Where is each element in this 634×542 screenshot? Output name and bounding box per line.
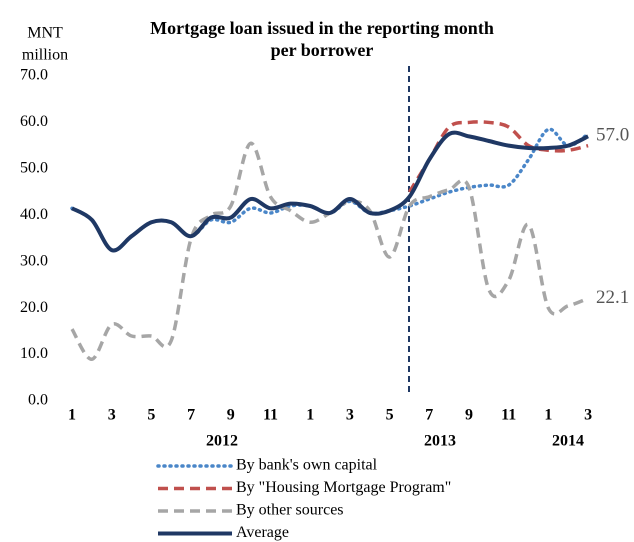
- y-tick-label: 0.0: [28, 392, 48, 409]
- x-tick-label: 3: [346, 407, 354, 424]
- x-tick-label: 11: [501, 407, 516, 424]
- x-tick-label: 9: [465, 407, 473, 424]
- x-tick-label: 7: [425, 407, 433, 424]
- year-label: 2014: [552, 433, 584, 450]
- y-tick-label: 50.0: [20, 160, 48, 177]
- year-label: 2013: [424, 433, 456, 450]
- y-tick-label: 70.0: [20, 67, 48, 84]
- line-series: [70, 141, 589, 361]
- x-tick-label: 7: [187, 407, 195, 424]
- y-axis-label: million: [22, 47, 68, 64]
- y-tick-label: 10.0: [20, 345, 48, 362]
- y-tick-label: 60.0: [20, 113, 48, 130]
- year-label: 2012: [206, 433, 238, 450]
- x-tick-label: 1: [306, 407, 314, 424]
- x-tick-label: 3: [108, 407, 116, 424]
- x-tick-label: 3: [584, 407, 592, 424]
- legend-label: By other sources: [236, 502, 344, 519]
- y-tick-label: 20.0: [20, 299, 48, 316]
- legend-label: By bank's own capital: [236, 457, 378, 474]
- x-tick-label: 9: [227, 407, 235, 424]
- y-tick-label: 40.0: [20, 206, 48, 223]
- x-tick-label: 5: [147, 407, 155, 424]
- x-tick-label: 1: [68, 407, 76, 424]
- chart-title: Mortgage loan issued in the reporting mo…: [150, 18, 494, 38]
- y-axis-label: MNT: [27, 25, 63, 42]
- line-series: [70, 130, 589, 253]
- y-tick-label: 30.0: [20, 252, 48, 269]
- annotation: 57.0: [596, 125, 629, 146]
- annotation: 22.1: [596, 287, 629, 308]
- chart-title: per borrower: [271, 40, 374, 60]
- line-series: [407, 120, 589, 193]
- legend-label: By "Housing Mortgage Program": [236, 479, 451, 496]
- x-tick-label: 5: [386, 407, 394, 424]
- legend-label: Average: [236, 524, 289, 541]
- x-tick-label: 1: [544, 407, 552, 424]
- x-tick-label: 11: [263, 407, 278, 424]
